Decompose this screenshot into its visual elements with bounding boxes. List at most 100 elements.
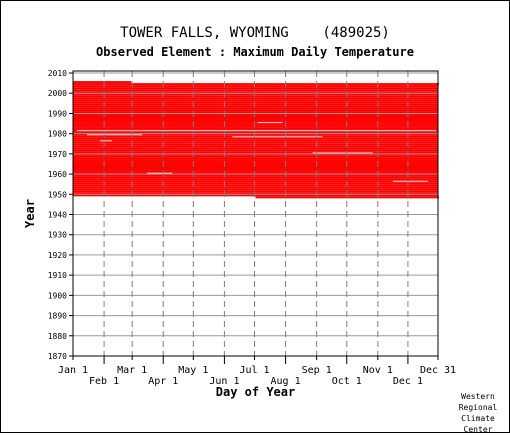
x-tick-label: Apr 1 (148, 376, 178, 387)
x-tick-label: May 1 (178, 365, 208, 376)
data-row (73, 159, 438, 162)
y-tick-label: 1910 (48, 271, 67, 280)
data-row (73, 188, 438, 191)
missing-stripe (392, 180, 428, 182)
data-row (73, 147, 438, 150)
y-tick-label: 1870 (48, 352, 67, 361)
data-row (73, 184, 438, 187)
plot-border (72, 70, 439, 357)
y-axis-label: Year (23, 199, 37, 228)
data-row (73, 186, 438, 189)
data-row (73, 107, 438, 110)
y-tick-label: 1960 (48, 170, 67, 179)
x-tick-label: Sep 1 (302, 365, 332, 376)
y-tick-label: 1990 (48, 109, 67, 118)
data-row (73, 166, 438, 169)
data-row (73, 85, 438, 88)
missing-stripe (232, 136, 323, 138)
credit-line: Center (463, 425, 493, 434)
axes-layer: 1870 1880 1890 1900 1910 1920 1930 1940 1950 1960… (48, 69, 456, 387)
data-row (73, 172, 438, 175)
data-row (73, 89, 438, 92)
data-row (73, 157, 438, 160)
data-row (73, 145, 438, 148)
data-row (73, 161, 438, 164)
x-tick-label: Aug 1 (271, 376, 301, 387)
y-tick-label: 1930 (48, 231, 67, 240)
data-row (73, 83, 440, 86)
data-row (73, 127, 438, 130)
data-row (73, 190, 438, 193)
y-tick-label: 1890 (48, 312, 67, 321)
data-row (73, 101, 438, 104)
data-row (73, 103, 438, 106)
data-coverage-layer (73, 81, 440, 199)
missing-stripe (312, 152, 373, 154)
missing-stripe (257, 122, 283, 124)
x-tick-label: Oct 1 (332, 376, 362, 387)
y-tick-label: 2000 (48, 89, 67, 98)
x-tick-label: Jul 1 (239, 365, 269, 376)
y-tick-label: 1880 (48, 332, 67, 341)
data-row (73, 125, 438, 128)
data-row (73, 105, 438, 108)
data-row (73, 111, 438, 114)
data-row (73, 121, 438, 124)
data-row (73, 153, 438, 156)
data-row (73, 182, 438, 185)
data-row (73, 115, 438, 118)
x-tick-label: Dec 1 (393, 376, 423, 387)
data-row (255, 196, 440, 199)
chart-subtitle: Observed Element : Maximum Daily Tempera… (96, 45, 414, 59)
data-row (73, 163, 438, 166)
data-row (73, 109, 438, 112)
x-tick-label: Mar 1 (117, 365, 147, 376)
data-row (73, 149, 438, 152)
wrcc-credit: Western Regional Climate Center (453, 391, 503, 435)
data-row (73, 192, 438, 195)
missing-stripe (77, 130, 436, 132)
data-row (73, 113, 438, 116)
y-tick-label: 2010 (48, 69, 67, 78)
missing-data-layer (77, 122, 436, 182)
credit-line: Western (461, 392, 495, 401)
x-tick-label: Jun 1 (209, 376, 239, 387)
data-row (73, 123, 438, 126)
data-row (73, 137, 438, 140)
y-tick-label: 1920 (48, 251, 67, 260)
missing-stripe (100, 140, 113, 142)
data-row (73, 180, 438, 183)
data-row (73, 151, 438, 154)
data-row (73, 139, 438, 142)
data-row (73, 81, 132, 84)
missing-stripe (147, 172, 173, 174)
missing-stripe (87, 134, 143, 136)
chart-title: TOWER FALLS, WYOMING (489025) (120, 25, 390, 41)
data-row (73, 93, 438, 96)
x-tick-label: Jan 1 (58, 365, 88, 376)
data-row (73, 91, 438, 94)
data-row (73, 143, 438, 146)
data-row (73, 155, 438, 158)
data-row (73, 119, 438, 122)
data-row (73, 131, 438, 134)
data-row (73, 117, 438, 120)
data-row (73, 176, 438, 179)
x-tick-label: Feb 1 (89, 376, 119, 387)
data-row (73, 168, 438, 171)
x-tick-label: Dec 31 (420, 365, 456, 376)
credit-line: Regional (458, 403, 498, 412)
data-row (73, 87, 438, 90)
data-row (73, 141, 438, 144)
y-tick-label: 1950 (48, 190, 67, 199)
y-tick-label: 1900 (48, 291, 67, 300)
y-tick-label: 1970 (48, 150, 67, 159)
data-row (73, 174, 438, 177)
y-tick-label: 1980 (48, 130, 67, 139)
data-row (73, 178, 438, 181)
grid-layer (73, 71, 438, 357)
data-row (73, 95, 438, 98)
data-row (73, 170, 438, 173)
x-tick-label: Nov 1 (363, 365, 393, 376)
